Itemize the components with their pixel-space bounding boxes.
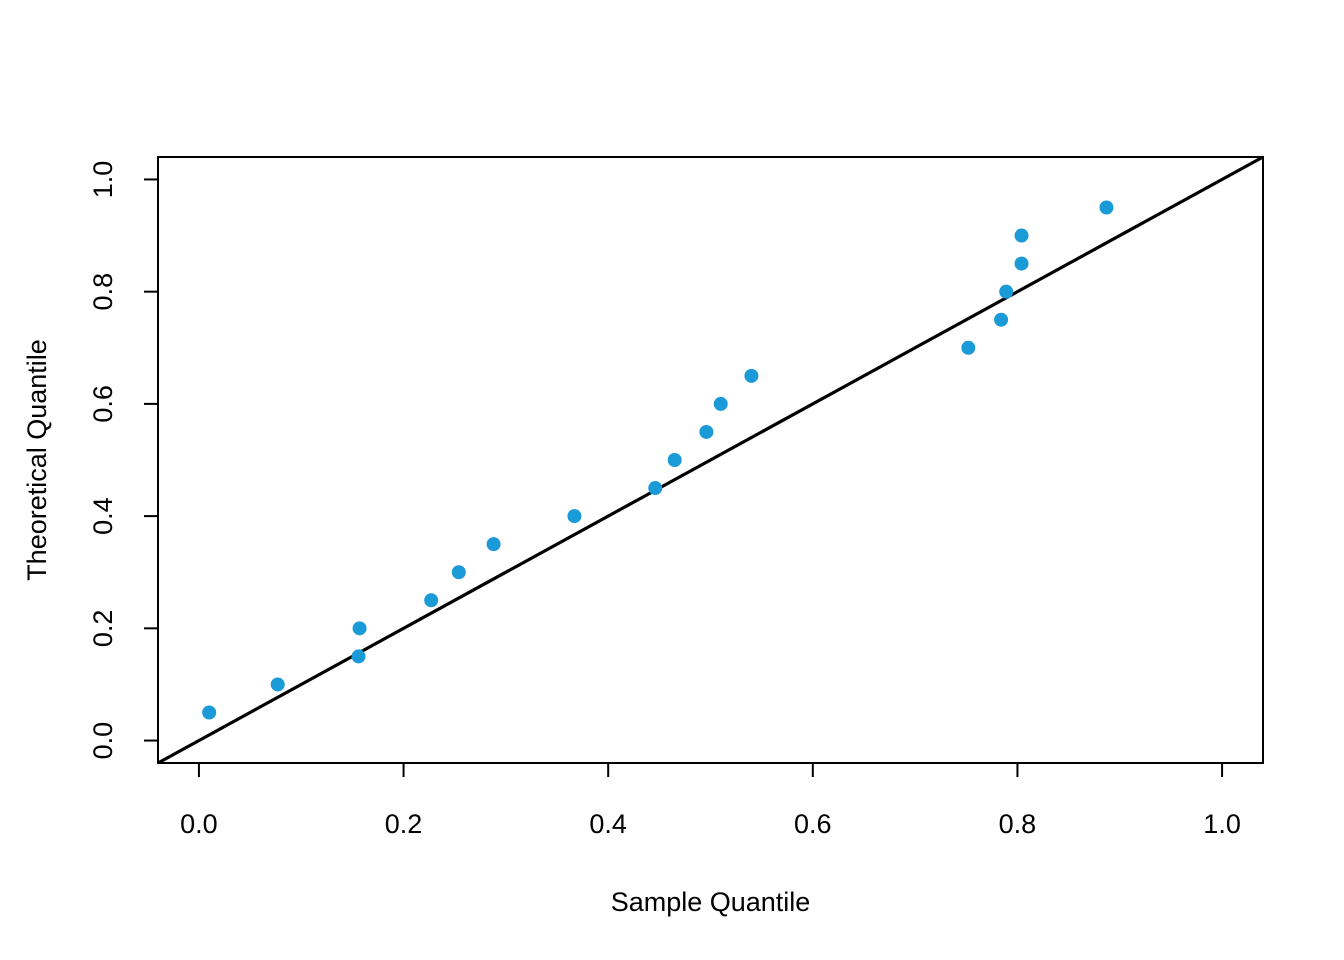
- x-tick-label: 1.0: [1203, 809, 1241, 839]
- data-point: [994, 312, 1009, 327]
- data-point: [352, 621, 367, 636]
- data-point: [486, 537, 501, 552]
- x-tick-label: 0.6: [794, 809, 832, 839]
- data-point: [667, 453, 682, 467]
- x-tick-label: 0.8: [999, 809, 1037, 839]
- x-tick-label: 0.2: [385, 809, 423, 839]
- data-point: [1014, 256, 1029, 271]
- y-tick-label: 0.6: [88, 385, 118, 423]
- y-axis-title: Theoretical Quantile: [22, 339, 52, 581]
- data-point: [202, 705, 217, 720]
- x-tick-label: 0.4: [589, 809, 627, 839]
- reference-line: [157, 155, 1264, 765]
- data-point: [713, 396, 728, 411]
- reference-line-layer: [157, 155, 1264, 765]
- points-layer: [202, 200, 1114, 720]
- data-point: [270, 677, 285, 692]
- data-point: [699, 424, 714, 439]
- data-point: [648, 481, 663, 496]
- data-point: [961, 340, 976, 355]
- x-axis-title: Sample Quantile: [611, 887, 811, 917]
- data-point: [567, 509, 582, 524]
- data-point: [1099, 200, 1114, 215]
- y-tick-label: 1.0: [88, 161, 118, 199]
- data-point: [999, 284, 1014, 299]
- y-tick-label: 0.2: [88, 610, 118, 648]
- data-point: [451, 565, 466, 580]
- y-tick-label: 0.0: [88, 722, 118, 760]
- data-point: [424, 593, 439, 608]
- y-axis: 0.0 0.2 0.4 0.6 0.8 1.0: [88, 161, 159, 760]
- y-tick-label: 0.8: [88, 273, 118, 311]
- data-point: [744, 368, 759, 383]
- data-point: [351, 649, 366, 664]
- x-axis: 0.0 0.2 0.4 0.6 0.8 1.0: [180, 762, 1241, 839]
- data-point: [1014, 228, 1029, 243]
- x-tick-label: 0.0: [180, 809, 218, 839]
- y-tick-label: 0.4: [88, 497, 118, 535]
